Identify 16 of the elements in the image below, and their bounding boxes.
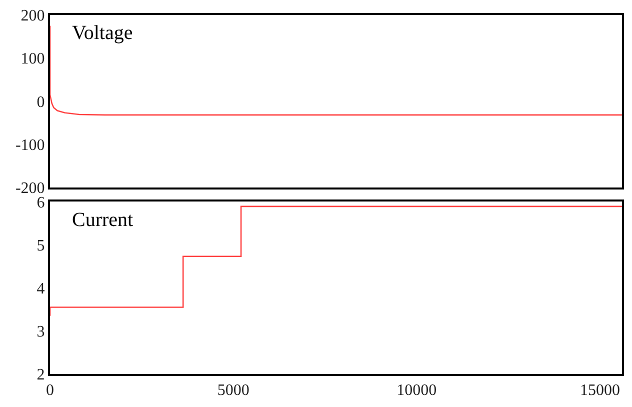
chart-title: Voltage <box>72 22 133 44</box>
y-tick-label: 0 <box>36 94 45 111</box>
y-tick-label: 2 <box>36 366 45 384</box>
y-tick-label: -100 <box>15 136 45 154</box>
y-tick-label: 4 <box>36 280 45 298</box>
y-tick-label: 3 <box>36 324 45 341</box>
x-tick-label: 15000 <box>580 382 620 400</box>
chart-title: Current <box>72 209 134 231</box>
x-tick-label: 10000 <box>396 382 437 400</box>
y-tick-label: 100 <box>20 50 45 68</box>
y-tick-label: 5 <box>36 237 45 254</box>
line-series <box>50 25 622 116</box>
y-tick-label: 200 <box>20 8 45 25</box>
y-tick-label: 6 <box>36 194 45 212</box>
x-tick-label: 5000 <box>217 382 250 400</box>
y-tick-label: -200 <box>15 180 45 197</box>
